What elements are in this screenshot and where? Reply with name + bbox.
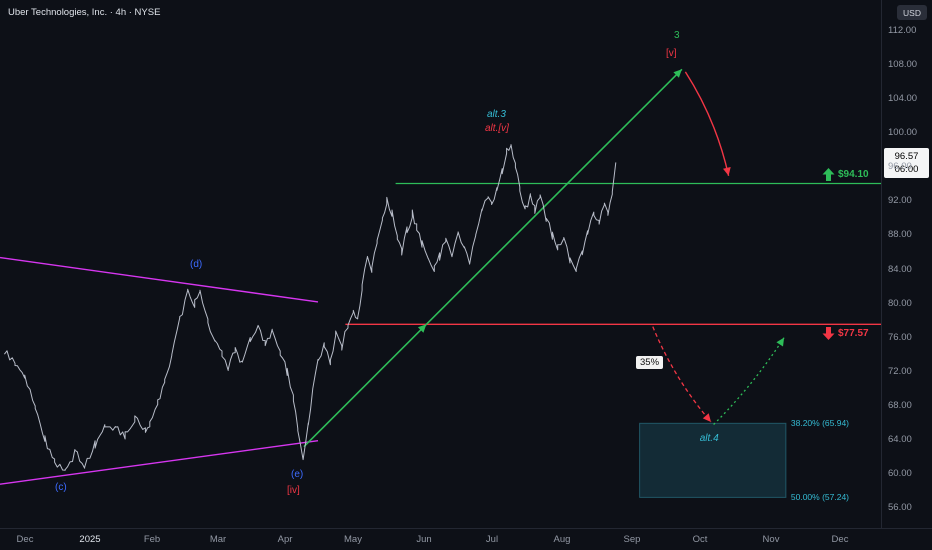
time-tick: Aug xyxy=(553,534,571,545)
fib-500-label[interactable]: 50.00% (57.24) xyxy=(790,492,850,503)
time-tick: Nov xyxy=(762,534,780,545)
alt3-label[interactable]: alt.3 xyxy=(487,109,506,120)
impulse-arrow-upper[interactable] xyxy=(425,68,683,325)
price-tick: 108.00 xyxy=(888,59,918,71)
current-price-value: 96.57 xyxy=(894,151,919,163)
triangle-upper-line[interactable] xyxy=(0,256,319,303)
time-tick: Jun xyxy=(416,534,432,545)
impulse-arrow-upper-head xyxy=(673,69,682,78)
time-tick: 2025 xyxy=(79,534,101,545)
price-tick: 76.00 xyxy=(888,331,912,343)
alt-decline-arrow[interactable] xyxy=(652,326,712,423)
price-tick: 80.00 xyxy=(888,297,912,309)
price-tick: 92.00 xyxy=(888,195,912,207)
buy-alert-price: $94.10 xyxy=(838,168,869,180)
wave-label-v[interactable]: [v] xyxy=(666,48,677,59)
wave-label-3[interactable]: 3 xyxy=(674,30,680,41)
currency-button[interactable]: USD xyxy=(897,5,927,20)
alt4-label[interactable]: alt.4 xyxy=(699,433,719,445)
time-tick: Oct xyxy=(692,534,708,545)
price-tick: 68.00 xyxy=(888,399,912,411)
price-chart-canvas[interactable] xyxy=(0,0,881,528)
time-tick: Sep xyxy=(623,534,641,545)
probability-badge[interactable]: 35% xyxy=(636,356,664,369)
sell-alert-label[interactable]: $77.57 xyxy=(822,327,869,341)
triangle-lower-line[interactable] xyxy=(0,440,319,485)
price-tick: 88.00 xyxy=(888,229,912,241)
time-tick: Feb xyxy=(143,534,161,545)
price-tick: 72.00 xyxy=(888,365,912,377)
price-tick: 104.00 xyxy=(888,93,918,105)
price-tick: 84.00 xyxy=(888,263,912,275)
wave-label-d[interactable]: (d) xyxy=(190,259,203,270)
alt-recovery-arrow[interactable] xyxy=(713,337,785,425)
up-arrow-icon xyxy=(822,167,835,181)
price-tick: 56.00 xyxy=(888,502,912,513)
time-tick: Dec xyxy=(831,534,849,545)
alt-v-label[interactable]: alt.[v] xyxy=(485,123,509,134)
pullback-arrow-head xyxy=(723,167,731,176)
price-line[interactable] xyxy=(4,144,617,471)
time-tick: Jul xyxy=(485,534,499,545)
symbol-title[interactable]: Uber Technologies, Inc. · 4h · NYSE xyxy=(8,7,161,18)
price-tick: 112.00 xyxy=(888,25,917,36)
wave-label-e[interactable]: (e) xyxy=(291,469,304,480)
price-tick: 100.00 xyxy=(888,127,918,139)
buy-alert-label[interactable]: $94.10 xyxy=(822,167,869,181)
time-tick: May xyxy=(344,534,362,545)
pullback-arrow[interactable] xyxy=(684,71,730,176)
time-tick: Dec xyxy=(16,534,34,545)
sell-alert-price: $77.57 xyxy=(838,328,869,340)
price-tick: 60.00 xyxy=(888,467,912,479)
alt4-target-zone[interactable] xyxy=(639,422,787,498)
impulse-arrow-lower[interactable] xyxy=(303,323,427,448)
time-tick: Apr xyxy=(277,534,293,545)
alt-recovery-arrow-head xyxy=(776,337,785,347)
price-tick: 96.00 xyxy=(888,161,912,173)
current-price-label: 96.57 06:00 xyxy=(884,148,929,179)
fib-382-label[interactable]: 38.20% (65.94) xyxy=(790,418,850,429)
down-arrow-icon xyxy=(822,327,835,341)
alt-decline-arrow-head xyxy=(702,413,711,422)
wave-label-c[interactable]: (c) xyxy=(55,482,67,493)
impulse-arrow-lower-head xyxy=(417,324,427,333)
time-axis[interactable]: Dec 2025 Feb Mar Apr May Jun Jul Aug Sep Oct Nov Dec xyxy=(0,528,932,550)
price-axis[interactable]: 96.57 06:00 112.00 108.00 104.00 100.00 96.0… xyxy=(881,0,932,528)
price-tick: 64.00 xyxy=(888,433,912,445)
wave-label-iv[interactable]: [iv] xyxy=(287,485,300,496)
bar-countdown: 06:00 xyxy=(894,164,919,176)
time-tick: Mar xyxy=(209,534,227,545)
